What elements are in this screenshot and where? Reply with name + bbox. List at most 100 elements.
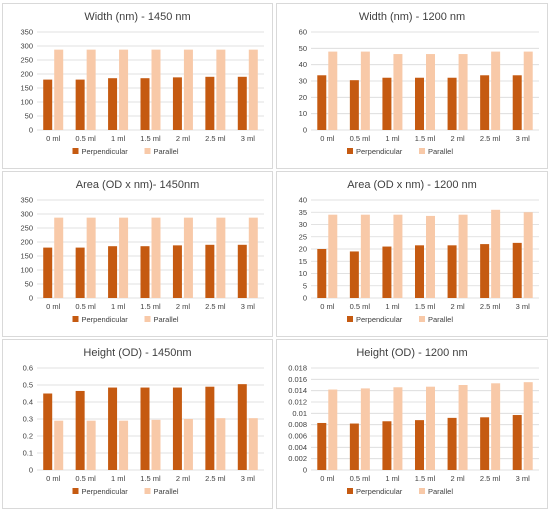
legend-swatch-perpendicular <box>72 148 79 154</box>
x-tick-label: 2 ml <box>176 134 191 143</box>
y-tick-label: 0 <box>29 294 33 303</box>
bar-perpendicular <box>415 77 424 130</box>
legend-label: Perpendicular <box>82 147 129 156</box>
x-tick-label: 2 ml <box>450 134 465 143</box>
bar-parallel <box>328 214 338 298</box>
bar-perpendicular <box>172 387 182 470</box>
bar-perpendicular <box>480 75 490 130</box>
x-tick-label: 3 ml <box>241 474 256 483</box>
y-tick-label: 350 <box>20 28 33 37</box>
bar-parallel <box>151 49 161 130</box>
bar-parallel <box>328 51 338 130</box>
bar-parallel <box>393 387 403 470</box>
legend-swatch-perpendicular <box>347 316 353 322</box>
y-tick-label: 35 <box>299 208 307 217</box>
bar-perpendicular <box>108 387 118 470</box>
y-tick-label: 25 <box>299 232 307 241</box>
bar-perpendicular <box>415 420 424 470</box>
bar-parallel <box>393 214 403 298</box>
bar-parallel <box>183 217 193 298</box>
chart-svg: Width (nm) - 1200 nm 0 10 20 30 40 50 60 0 ml 0.5… <box>299 11 539 156</box>
legend-swatch-perpendicular <box>72 316 79 322</box>
x-tick-label: 0 ml <box>320 302 335 311</box>
x-tick-label: 3 ml <box>516 474 531 483</box>
x-tick-label: 1.5 ml <box>415 134 436 143</box>
bar-perpendicular <box>75 247 85 298</box>
y-tick-label: 60 <box>299 28 307 37</box>
chart-panel-width-1450: Width (nm) - 1450 nm 0 50 100 150 200 250 300 35… <box>2 3 273 169</box>
chart-svg: Area (OD x nm) - 1200 nm 0 5 10 15 20 25 30 35 40… <box>299 179 539 324</box>
y-tick-label: 0 <box>303 126 307 135</box>
chart-title: Width (nm) - 1450 nm <box>84 11 190 23</box>
x-tick-label: 2 ml <box>450 302 465 311</box>
x-tick-label: 2 ml <box>450 474 465 483</box>
y-tick-label: 0.4 <box>23 398 33 407</box>
x-tick-label: 0.5 ml <box>75 134 96 143</box>
bar-perpendicular <box>447 417 457 470</box>
legend-label: Perpendicular <box>356 487 403 496</box>
bar-parallel <box>491 209 501 298</box>
bar-perpendicular <box>205 76 215 130</box>
bar-parallel <box>248 217 258 298</box>
bar-parallel <box>54 420 64 470</box>
bar-parallel <box>54 49 64 130</box>
bar-parallel <box>86 49 96 130</box>
chart-svg: Area (OD x nm)- 1450nm 0 50 100 150 200 250 300… <box>20 179 264 324</box>
chart-svg: Height (OD) - 1200 nm 0 0.002 0.004 0.006 0.0… <box>288 347 539 496</box>
bar-perpendicular <box>447 77 457 130</box>
legend-swatch-parallel <box>419 488 425 494</box>
x-tick-label: 1 ml <box>385 474 400 483</box>
bar-parallel <box>216 217 226 298</box>
bar-perpendicular <box>349 423 359 470</box>
x-tick-label: 2.5 ml <box>480 474 501 483</box>
bar-parallel <box>523 382 533 470</box>
bar-parallel <box>119 49 129 130</box>
bar-parallel <box>216 418 226 470</box>
y-tick-label: 50 <box>299 44 307 53</box>
y-tick-label: 100 <box>20 98 33 107</box>
bar-perpendicular <box>108 78 118 130</box>
bar-perpendicular <box>512 75 522 130</box>
bar-parallel <box>248 418 258 470</box>
legend-label: Perpendicular <box>82 315 129 324</box>
y-tick-label: 0.1 <box>23 449 33 458</box>
y-tick-label: 15 <box>299 257 307 266</box>
bar-perpendicular <box>512 415 522 470</box>
bar-parallel <box>360 51 370 130</box>
bar-parallel <box>119 217 129 298</box>
legend-label: Perpendicular <box>356 315 403 324</box>
bar-perpendicular <box>237 76 247 130</box>
chart-panel-height-1450: Height (OD) - 1450nm 0 0.1 0.2 0.3 0.4 0.5 0.6 0… <box>2 339 273 509</box>
bar-perpendicular <box>512 242 522 298</box>
x-tick-label: 1.5 ml <box>415 302 436 311</box>
x-tick-label: 0 ml <box>320 134 335 143</box>
y-tick-label: 50 <box>25 112 33 121</box>
bar-perpendicular <box>382 421 392 470</box>
bar-perpendicular <box>205 244 215 298</box>
x-tick-label: 0.5 ml <box>350 134 371 143</box>
chart-title: Height (OD) - 1450nm <box>83 347 191 359</box>
bar-parallel <box>426 54 435 130</box>
x-tick-label: 2 ml <box>176 474 191 483</box>
legend-swatch-parallel <box>419 316 425 322</box>
chart-panel-height-1200: Height (OD) - 1200 nm 0 0.002 0.004 0.006 0.0… <box>276 339 548 509</box>
bar-perpendicular <box>480 417 490 470</box>
bar-parallel <box>86 217 96 298</box>
x-tick-label: 3 ml <box>241 134 256 143</box>
y-tick-label: 300 <box>20 210 33 219</box>
y-tick-label: 0.002 <box>288 454 307 463</box>
bar-parallel <box>523 212 533 298</box>
chart-title: Area (OD x nm)- 1450nm <box>76 179 199 191</box>
y-tick-label: 0 <box>303 466 307 475</box>
y-tick-label: 0 <box>29 466 33 475</box>
y-tick-label: 0.5 <box>23 381 33 390</box>
y-tick-label: 5 <box>303 281 307 290</box>
bar-perpendicular <box>237 384 247 470</box>
bar-parallel <box>360 388 370 470</box>
legend-swatch-parallel <box>144 148 151 154</box>
bar-parallel <box>426 215 435 298</box>
legend-label: Parallel <box>154 147 179 156</box>
legend-label: Perpendicular <box>356 147 403 156</box>
bar-parallel <box>458 385 468 470</box>
bar-perpendicular <box>317 422 327 470</box>
